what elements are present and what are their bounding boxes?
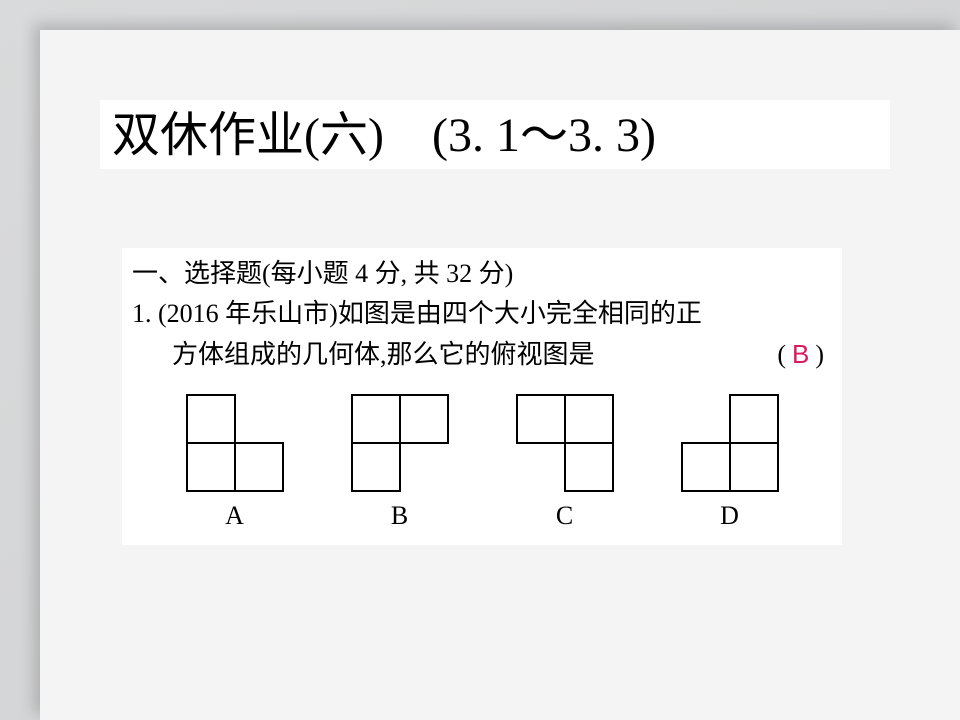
option-label-D: D (720, 501, 739, 531)
worksheet-title: 双休作业(六) (3. 1～3. 3) (100, 100, 890, 169)
option-shape-A (185, 393, 285, 493)
answer-letter: B (786, 339, 815, 369)
option-label-C: C (556, 501, 573, 531)
option-C: C (515, 393, 615, 531)
option-D: D (680, 393, 780, 531)
slide-page: 双休作业(六) (3. 1～3. 3) 一、选择题(每小题 4 分, 共 32 … (40, 30, 960, 720)
option-A: A (185, 393, 285, 531)
section-heading: 一、选择题(每小题 4 分, 共 32 分) (132, 256, 832, 292)
paren-open: ( (777, 340, 786, 369)
question-line2: 方体组成的几何体,那么它的俯视图是 (172, 340, 595, 369)
question-1: 1. (2016 年乐山市)如图是由四个大小完全相同的正 方体组成的几何体,那么… (132, 294, 832, 375)
option-shape-B (350, 393, 450, 493)
options-row: A B C D (132, 393, 832, 531)
question-number: 1. (132, 299, 152, 328)
option-B: B (350, 393, 450, 531)
option-shape-D (680, 393, 780, 493)
option-label-A: A (225, 501, 244, 531)
question-line1: (2016 年乐山市)如图是由四个大小完全相同的正 (158, 299, 702, 328)
option-shape-C (515, 393, 615, 493)
paren-close: ) (815, 340, 824, 369)
option-label-B: B (391, 501, 408, 531)
answer-paren: (B) (777, 334, 824, 375)
question-line2-wrap: 方体组成的几何体,那么它的俯视图是 (B) (132, 335, 832, 375)
content-block: 一、选择题(每小题 4 分, 共 32 分) 1. (2016 年乐山市)如图是… (122, 248, 842, 545)
